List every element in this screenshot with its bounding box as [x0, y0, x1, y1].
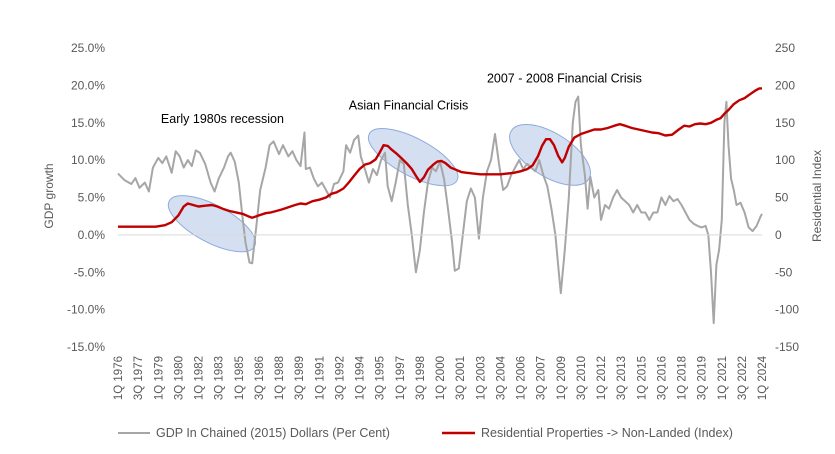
y2-tick-label: 50	[775, 191, 789, 205]
y-tick-label: 20.0%	[71, 78, 105, 92]
y-axis-title: GDP growth	[42, 163, 56, 228]
annotation-label: 2007 - 2008 Financial Crisis	[487, 71, 642, 85]
x-tick-label: 3Q 2004	[495, 355, 507, 400]
x-tick-label: 1Q 1991	[314, 356, 326, 400]
gdp-growth-line	[117, 95, 763, 325]
x-axis-ticks: 1Q 1976 3Q 1977 1Q 1979 3Q 1980 1Q 1982 3Q 19…	[113, 355, 769, 400]
y2-tick-label: 150	[775, 116, 795, 130]
annotation-label: Early 1980s recession	[161, 112, 284, 126]
y-tick-label: 10.0%	[71, 153, 105, 167]
x-tick-label: 3Q 1977	[133, 356, 145, 400]
legend-label-gdp: GDP In Chained (2015) Dollars (Per Cent)	[156, 426, 390, 440]
x-tick-label: 1Q 2000	[435, 356, 447, 400]
x-tick-label: 1Q 1997	[395, 356, 407, 400]
y2-tick-label: 250	[775, 41, 795, 55]
legend-label-residential: Residential Properties -> Non-Landed (In…	[481, 426, 733, 440]
y2-axis-title: Residential Index	[810, 150, 824, 242]
y2-tick-label: 200	[775, 78, 795, 92]
x-tick-label: 1Q 1985	[234, 356, 246, 400]
x-tick-label: 3Q 2019	[697, 356, 709, 400]
x-tick-label: 1Q 2024	[757, 355, 769, 400]
x-tick-label: 3Q 2016	[656, 356, 668, 400]
residential-index-line	[118, 87, 762, 228]
x-tick-label: 3Q 1989	[294, 356, 306, 400]
x-tick-label: 3Q 2001	[455, 356, 467, 400]
y-tick-label: 15.0%	[71, 116, 105, 130]
x-tick-label: 1Q 2018	[677, 356, 689, 400]
y-tick-label: -10.0%	[67, 303, 105, 317]
x-tick-label: 1Q 1988	[274, 356, 286, 400]
x-tick-label: 3Q 1986	[254, 356, 266, 400]
right-axis-ticks: 250 200 150 100 50 0 -50 -100 -150	[775, 41, 799, 354]
y2-tick-label: -50	[775, 265, 793, 279]
x-tick-label: 1Q 2012	[596, 356, 608, 400]
annotation-labels: Early 1980s recession Asian Financial Cri…	[161, 71, 642, 125]
x-tick-label: 3Q 1983	[214, 356, 226, 400]
x-tick-label: 3Q 2007	[536, 356, 548, 400]
y2-tick-label: -150	[775, 340, 799, 354]
annotation-label: Asian Financial Crisis	[349, 98, 468, 112]
y-tick-label: -15.0%	[67, 340, 105, 354]
y-tick-label: 0.0%	[78, 228, 106, 242]
x-tick-label: 3Q 1998	[415, 356, 427, 400]
y2-tick-label: -100	[775, 303, 799, 317]
x-tick-label: 1Q 2006	[516, 356, 528, 400]
legend: GDP In Chained (2015) Dollars (Per Cent)…	[118, 426, 733, 440]
x-tick-label: 3Q 1980	[173, 356, 185, 400]
x-tick-label: 3Q 2022	[737, 356, 749, 400]
x-tick-label: 1Q 1982	[194, 356, 206, 400]
x-tick-label: 3Q 2013	[616, 356, 628, 400]
y-tick-label: -5.0%	[74, 265, 106, 279]
y-tick-label: 5.0%	[78, 191, 106, 205]
x-tick-label: 1Q 2009	[556, 356, 568, 400]
y-tick-label: 25.0%	[71, 41, 105, 55]
x-tick-label: 1Q 2003	[475, 356, 487, 400]
x-tick-label: 1Q 1979	[153, 356, 165, 400]
x-tick-label: 3Q 2010	[576, 356, 588, 400]
x-tick-label: 1Q 1976	[113, 356, 125, 400]
y2-tick-label: 0	[775, 228, 782, 242]
x-tick-label: 1Q 2015	[636, 356, 648, 400]
left-axis-ticks: 25.0% 20.0% 15.0% 10.0% 5.0% 0.0% -5.0% -10.0% -…	[67, 41, 105, 354]
x-tick-label: 1Q 2021	[717, 356, 729, 400]
crisis-highlights	[167, 124, 591, 253]
x-tick-label: 1Q 1994	[355, 355, 367, 400]
x-tick-label: 3Q 1995	[375, 356, 387, 400]
series-lines	[117, 87, 763, 325]
x-tick-label: 3Q 1992	[334, 356, 346, 400]
y2-tick-label: 100	[775, 153, 795, 167]
